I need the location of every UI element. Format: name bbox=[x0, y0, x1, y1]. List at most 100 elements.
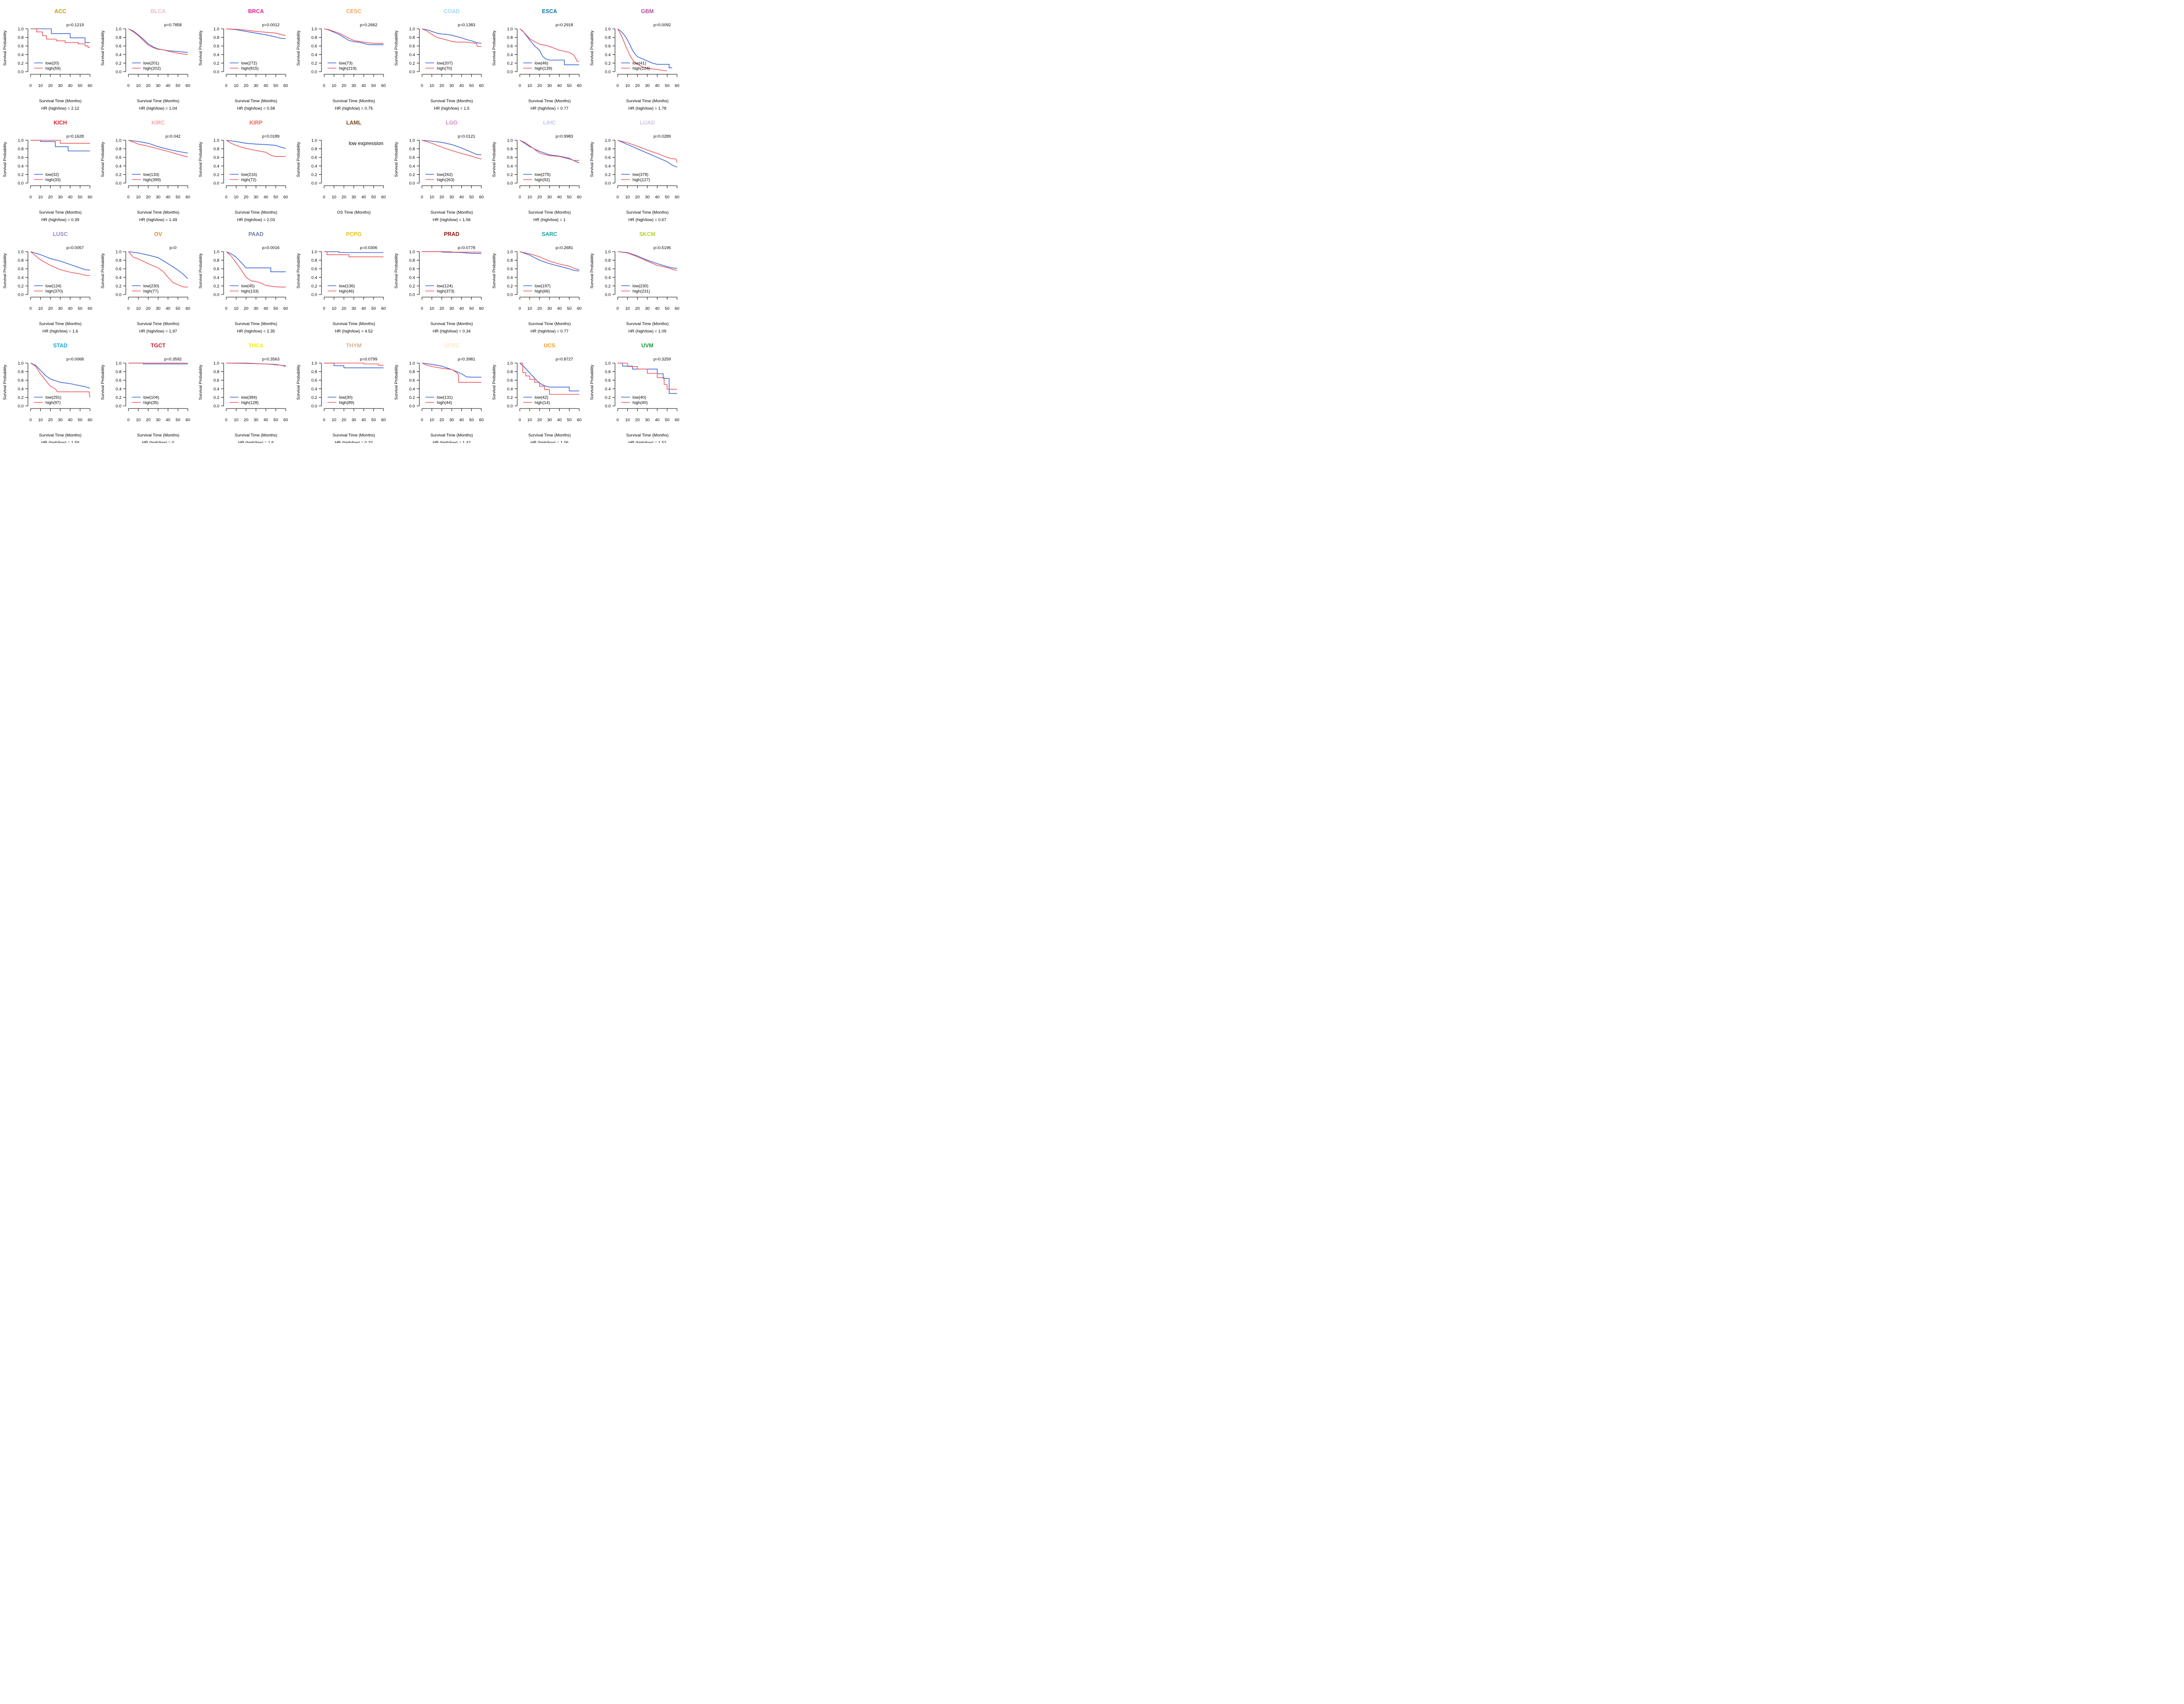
x-tick-label: 40 bbox=[361, 195, 366, 200]
x-axis-label: Survival Time (Months) bbox=[332, 322, 375, 326]
x-axis-label: Survival Time (Months) bbox=[332, 433, 375, 438]
x-tick-label: 20 bbox=[342, 418, 346, 423]
x-tick-label: 10 bbox=[136, 418, 141, 423]
x-tick-label: 10 bbox=[332, 195, 336, 200]
y-tick-label: 0.8 bbox=[18, 35, 24, 40]
x-axis-label: Survival Time (Months) bbox=[39, 322, 81, 326]
p-value-label: p=0.3981 bbox=[458, 357, 475, 362]
y-tick-label: 0.4 bbox=[18, 275, 24, 280]
x-tick-label: 20 bbox=[439, 195, 444, 200]
km-panel-sarc: SARC Survival Probability 0.0 0.2 0.4 0.6 0.8 1… bbox=[492, 231, 581, 334]
legend-label-high: high(133) bbox=[241, 289, 259, 294]
p-value-label: p=0 bbox=[169, 246, 176, 250]
y-tick-label: 0.0 bbox=[116, 404, 121, 409]
legend-label-low: low(275) bbox=[535, 173, 550, 177]
x-tick-label: 30 bbox=[58, 306, 63, 311]
y-axis-label: Survival Probability bbox=[3, 30, 7, 66]
panel-title: GBM bbox=[641, 8, 653, 14]
y-axis-label: Survival Probability bbox=[296, 253, 301, 288]
y-tick-label: 1.0 bbox=[116, 139, 121, 143]
y-tick-label: 0.2 bbox=[214, 61, 219, 66]
x-tick-label: 50 bbox=[78, 306, 83, 311]
x-tick-label: 50 bbox=[567, 83, 572, 88]
y-tick-label: 0.2 bbox=[18, 395, 24, 400]
x-tick-label: 50 bbox=[273, 306, 278, 311]
x-tick-label: 60 bbox=[381, 195, 386, 200]
x-tick-label: 30 bbox=[352, 306, 356, 311]
x-tick-label: 40 bbox=[166, 418, 170, 423]
y-axis-label: Survival Probability bbox=[100, 253, 105, 288]
y-tick-label: 0.0 bbox=[214, 70, 219, 75]
legend-label-low: low(272) bbox=[241, 61, 257, 66]
y-tick-label: 1.0 bbox=[605, 139, 611, 143]
y-tick-label: 1.0 bbox=[214, 27, 219, 32]
x-axis-label: OS Time (Months) bbox=[337, 210, 370, 215]
x-tick-label: 40 bbox=[361, 418, 366, 423]
y-tick-label: 0.0 bbox=[18, 70, 24, 75]
note-label: low expression bbox=[349, 140, 383, 146]
y-tick-label: 0.2 bbox=[409, 173, 415, 177]
x-tick-label: 60 bbox=[381, 306, 386, 311]
y-tick-label: 0.6 bbox=[605, 156, 611, 160]
legend-label-high: high(77) bbox=[143, 289, 159, 294]
km-panel-laml: LAML Survival Probability 0.0 0.2 0.4 0.6 0.8 1… bbox=[296, 120, 386, 215]
legend-label-low: low(32) bbox=[45, 173, 59, 177]
km-curve-high bbox=[519, 28, 579, 62]
x-tick-label: 60 bbox=[479, 195, 484, 200]
x-tick-label: 30 bbox=[645, 418, 650, 423]
legend-label-low: low(40) bbox=[632, 395, 646, 400]
y-tick-label: 0.6 bbox=[214, 267, 219, 272]
x-tick-label: 60 bbox=[675, 83, 680, 88]
legend-label-low: low(131) bbox=[437, 395, 453, 400]
panel-title: ESCA bbox=[542, 8, 557, 14]
y-tick-label: 1.0 bbox=[507, 361, 513, 366]
y-tick-label: 0.8 bbox=[311, 258, 317, 263]
x-tick-label: 20 bbox=[244, 83, 249, 88]
y-tick-label: 0.4 bbox=[605, 164, 611, 169]
x-axis-label: Survival Time (Months) bbox=[137, 433, 179, 438]
y-tick-label: 1.0 bbox=[605, 27, 611, 32]
x-tick-label: 60 bbox=[186, 83, 190, 88]
km-curve-high bbox=[30, 363, 90, 398]
p-value-label: p=0.9983 bbox=[556, 134, 573, 139]
y-tick-label: 0.6 bbox=[116, 44, 121, 49]
km-panel-kirc: KIRC Survival Probability 0.0 0.2 0.4 0.6 0.8 1… bbox=[100, 120, 190, 222]
x-tick-label: 10 bbox=[625, 306, 630, 311]
y-tick-label: 0.4 bbox=[507, 52, 513, 57]
km-curve-low bbox=[128, 28, 188, 53]
x-tick-label: 50 bbox=[469, 195, 474, 200]
p-value-label: p=0.0799 bbox=[360, 357, 377, 362]
x-axis-label: Survival Time (Months) bbox=[39, 433, 81, 438]
y-axis-label: Survival Probability bbox=[296, 30, 301, 66]
x-tick-label: 40 bbox=[166, 195, 170, 200]
y-tick-label: 0.0 bbox=[116, 181, 121, 186]
km-curve-high bbox=[324, 28, 384, 44]
km-panel-acc: ACC Survival Probability 0.0 0.2 0.4 0.6 0.8 1.… bbox=[3, 8, 92, 111]
p-value-label: p=0.0778 bbox=[458, 246, 475, 250]
x-tick-label: 50 bbox=[273, 418, 278, 423]
hazard-ratio-label: HR (high/low) = 1.6 bbox=[238, 440, 274, 443]
legend-label-high: high(89) bbox=[339, 401, 354, 405]
km-survival-figure: ACC Survival Probability 0.0 0.2 0.4 0.6 0.8 1.… bbox=[3, 8, 680, 443]
legend-label-high: high(815) bbox=[241, 66, 259, 71]
y-tick-label: 0.2 bbox=[409, 395, 415, 400]
x-tick-label: 0 bbox=[29, 195, 31, 200]
y-tick-label: 1.0 bbox=[409, 139, 415, 143]
p-value-label: p=0.1219 bbox=[66, 23, 84, 28]
x-tick-label: 10 bbox=[527, 195, 532, 200]
x-tick-label: 0 bbox=[323, 418, 325, 423]
y-tick-label: 0.8 bbox=[605, 147, 611, 152]
x-axis-label: Survival Time (Months) bbox=[39, 99, 81, 104]
legend-label-low: low(136) bbox=[339, 284, 355, 289]
y-tick-label: 0.0 bbox=[214, 181, 219, 186]
y-tick-label: 0.2 bbox=[507, 173, 513, 177]
panel-title: CESC bbox=[346, 8, 362, 14]
x-tick-label: 40 bbox=[361, 83, 366, 88]
y-tick-label: 0.2 bbox=[507, 395, 513, 400]
x-tick-label: 60 bbox=[186, 306, 190, 311]
x-tick-label: 0 bbox=[127, 418, 129, 423]
y-tick-label: 0.4 bbox=[409, 164, 415, 169]
p-value-label: p=0.0012 bbox=[262, 23, 280, 28]
y-tick-label: 0.4 bbox=[214, 275, 219, 280]
x-tick-label: 20 bbox=[244, 195, 249, 200]
